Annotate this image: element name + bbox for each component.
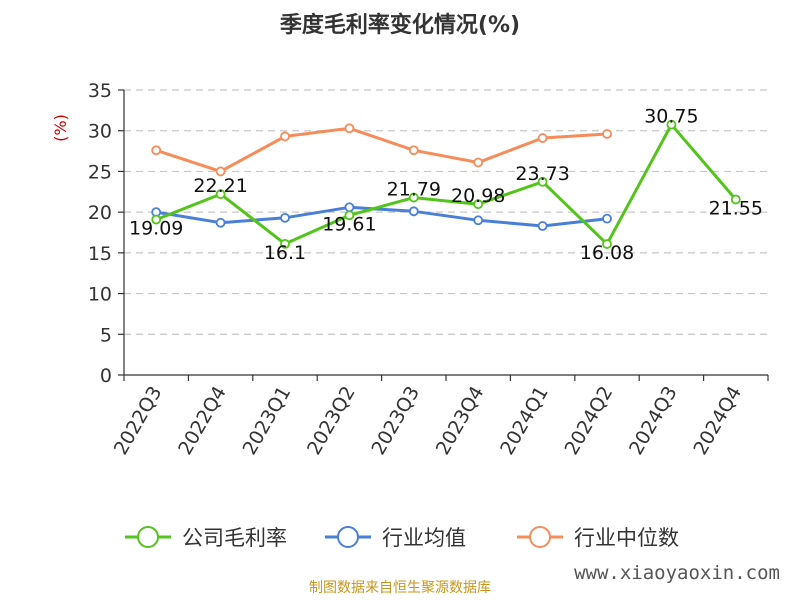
legend-item-2[interactable]: 行业中位数 (517, 526, 679, 550)
legend-label: 行业中位数 (574, 526, 679, 550)
data-label: 16.08 (580, 242, 634, 264)
x-tick-label: 2024Q3 (625, 383, 682, 459)
data-point (408, 206, 419, 217)
data-point (280, 131, 290, 142)
data-point (730, 194, 741, 205)
y-tick-label: 25 (88, 161, 112, 183)
x-tick-label: 2023Q3 (367, 383, 424, 459)
data-point (215, 166, 226, 177)
data-point (537, 176, 548, 187)
y-tick-label: 10 (88, 284, 112, 306)
data-point (408, 192, 419, 203)
y-tick-label: 15 (88, 243, 112, 265)
legend-item-0[interactable]: 公司毛利率 (125, 526, 287, 550)
y-tick-label: 30 (88, 121, 112, 143)
legend-swatch-marker (137, 526, 159, 548)
y-tick-label: 35 (88, 80, 112, 102)
series-2 (151, 123, 612, 177)
data-point (537, 133, 548, 143)
legend-label: 公司毛利率 (182, 526, 287, 550)
data-point (215, 217, 226, 228)
data-point (344, 202, 355, 213)
data-point (666, 119, 677, 130)
data-point (473, 199, 484, 210)
data-point (151, 214, 162, 225)
legend-swatch-marker (337, 526, 359, 548)
data-label: 16.1 (264, 242, 306, 264)
legend-item-1[interactable]: 行业均值 (325, 526, 466, 550)
data-point (151, 145, 162, 156)
legend[interactable]: 公司毛利率 行业均值 行业中位数 (125, 526, 679, 550)
data-point (344, 210, 355, 221)
data-label: 19.61 (322, 213, 376, 235)
series-0 (151, 119, 741, 249)
data-label: 20.98 (451, 185, 505, 207)
data-point (215, 189, 226, 200)
data-point (344, 123, 355, 134)
x-tick-label: 2024Q2 (561, 383, 618, 459)
data-label: 30.75 (644, 106, 698, 128)
x-tick-label: 2022Q4 (174, 383, 231, 459)
data-point (602, 213, 612, 224)
chart-title: 季度毛利率变化情况(%) (280, 12, 520, 38)
data-point (602, 129, 612, 139)
data-label: 21.55 (709, 198, 763, 220)
legend-swatch-marker (529, 526, 551, 548)
x-tick-label: 2022Q3 (110, 383, 167, 459)
data-point (602, 239, 612, 249)
x-tick-label: 2024Q4 (689, 383, 746, 459)
data-label: 22.21 (193, 175, 247, 197)
data-label: 23.73 (515, 163, 569, 185)
data-point (280, 238, 290, 249)
data-point (473, 215, 484, 226)
data-point (537, 221, 548, 231)
data-point (408, 145, 419, 156)
y-tick-label: 20 (88, 202, 112, 224)
watermark: www.xiaoyaoxin.com (574, 562, 780, 584)
y-tick-label: 5 (100, 324, 112, 346)
data-labels: 19.09 22.21 16.1 19.61 21.79 20.98 23.73 16.08 3… (129, 106, 763, 264)
series-line (155, 123, 737, 246)
x-tick-label: 2023Q2 (303, 383, 360, 459)
x-tick-label: 2024Q1 (496, 383, 553, 459)
data-label: 19.09 (129, 218, 183, 240)
series-line (155, 205, 608, 228)
data-point (280, 212, 290, 223)
source-note: 制图数据来自恒生聚源数据库 (309, 580, 491, 596)
x-tick-label: 2023Q1 (239, 383, 296, 459)
x-tick-label: 2023Q4 (432, 383, 489, 459)
series-line (155, 126, 608, 173)
series-1 (151, 202, 612, 231)
y-axis-label: (%) (51, 114, 70, 142)
series-lines (151, 119, 741, 249)
data-label: 21.79 (387, 179, 441, 201)
data-point (473, 157, 484, 168)
y-tick-label: 0 (100, 365, 112, 387)
legend-label: 行业均值 (382, 526, 466, 550)
